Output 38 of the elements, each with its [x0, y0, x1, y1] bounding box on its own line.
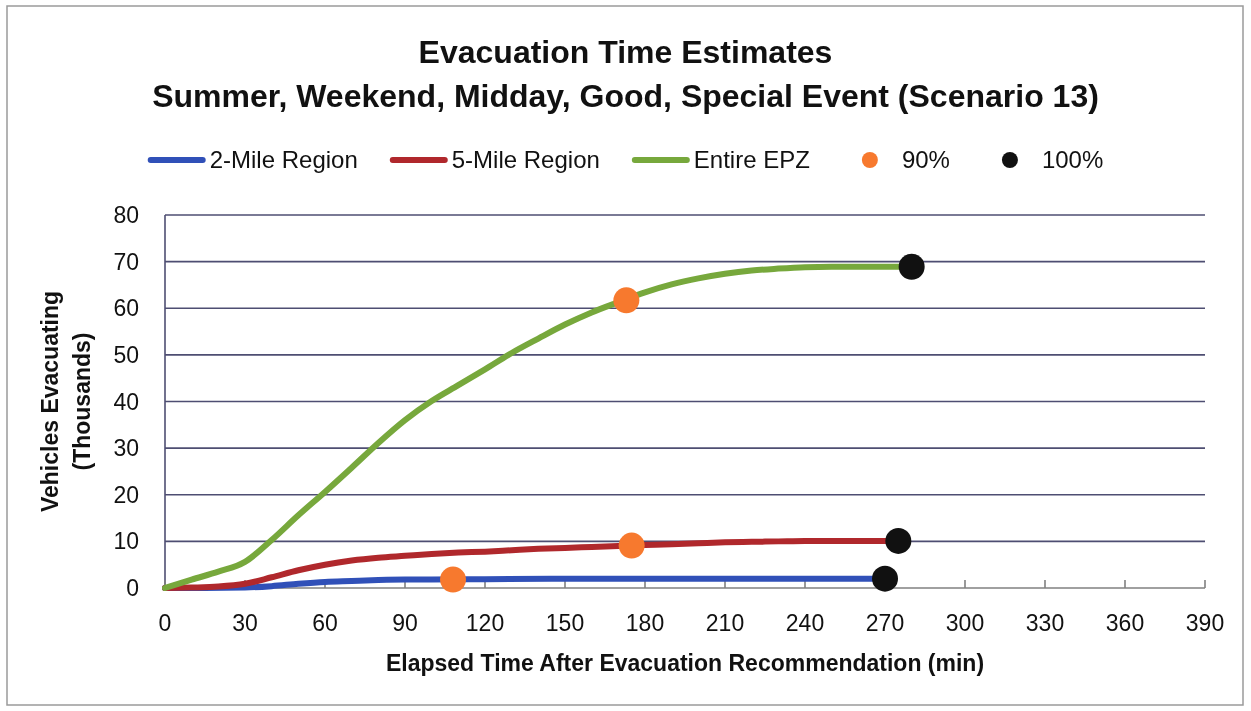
x-tick-label: 270: [865, 610, 905, 636]
y-axis-title: Vehicles Evacuating (Thousands): [37, 290, 95, 513]
y-tick-label: 20: [113, 481, 139, 508]
x-tick-label: 150: [545, 610, 585, 636]
legend-label: 5-Mile Region: [451, 146, 600, 174]
y-tick-label: 50: [113, 341, 139, 368]
x-tick-label: 330: [1025, 610, 1065, 636]
x-tick-label: 30: [232, 610, 258, 636]
x-tick-label: 180: [625, 610, 665, 636]
y-tick-label: 40: [113, 388, 139, 415]
point: [618, 532, 645, 559]
legend-label: 90%: [901, 146, 950, 174]
legend-label: 100%: [1041, 146, 1104, 174]
point: [440, 566, 466, 593]
x-tick-label: 300: [945, 610, 985, 636]
x-tick-label: 0: [158, 610, 172, 636]
x-tick-label: 360: [1105, 610, 1145, 636]
legend-label: 2-Mile Region: [209, 146, 358, 174]
legend-label: Entire EPZ: [693, 146, 810, 174]
x-tick-label: 240: [785, 610, 825, 636]
x-tick-label: 390: [1185, 610, 1225, 636]
x-tick-label: 210: [705, 610, 745, 636]
x-tick-label: 120: [465, 610, 505, 636]
y-tick-label: 70: [113, 248, 139, 275]
point: [898, 253, 925, 280]
chart-title: Evacuation Time Estimates: [418, 34, 833, 70]
x-tick-label: 60: [312, 610, 338, 636]
y-tick-label: 80: [113, 202, 139, 229]
x-axis-title: Elapsed Time After Evacuation Recommendation (min): [385, 650, 985, 676]
x-tick-label: 90: [392, 610, 418, 636]
y-tick-label: 60: [113, 295, 139, 322]
y-tick-label: 0: [126, 575, 139, 602]
chart-subtitle: Summer, Weekend, Midday, Good, Special Event (Scenario 13): [152, 78, 1099, 114]
point: [885, 527, 912, 554]
point: [613, 287, 640, 314]
point: [872, 565, 898, 592]
y-tick-label: 30: [113, 435, 139, 462]
y-tick-label: 10: [113, 528, 139, 555]
